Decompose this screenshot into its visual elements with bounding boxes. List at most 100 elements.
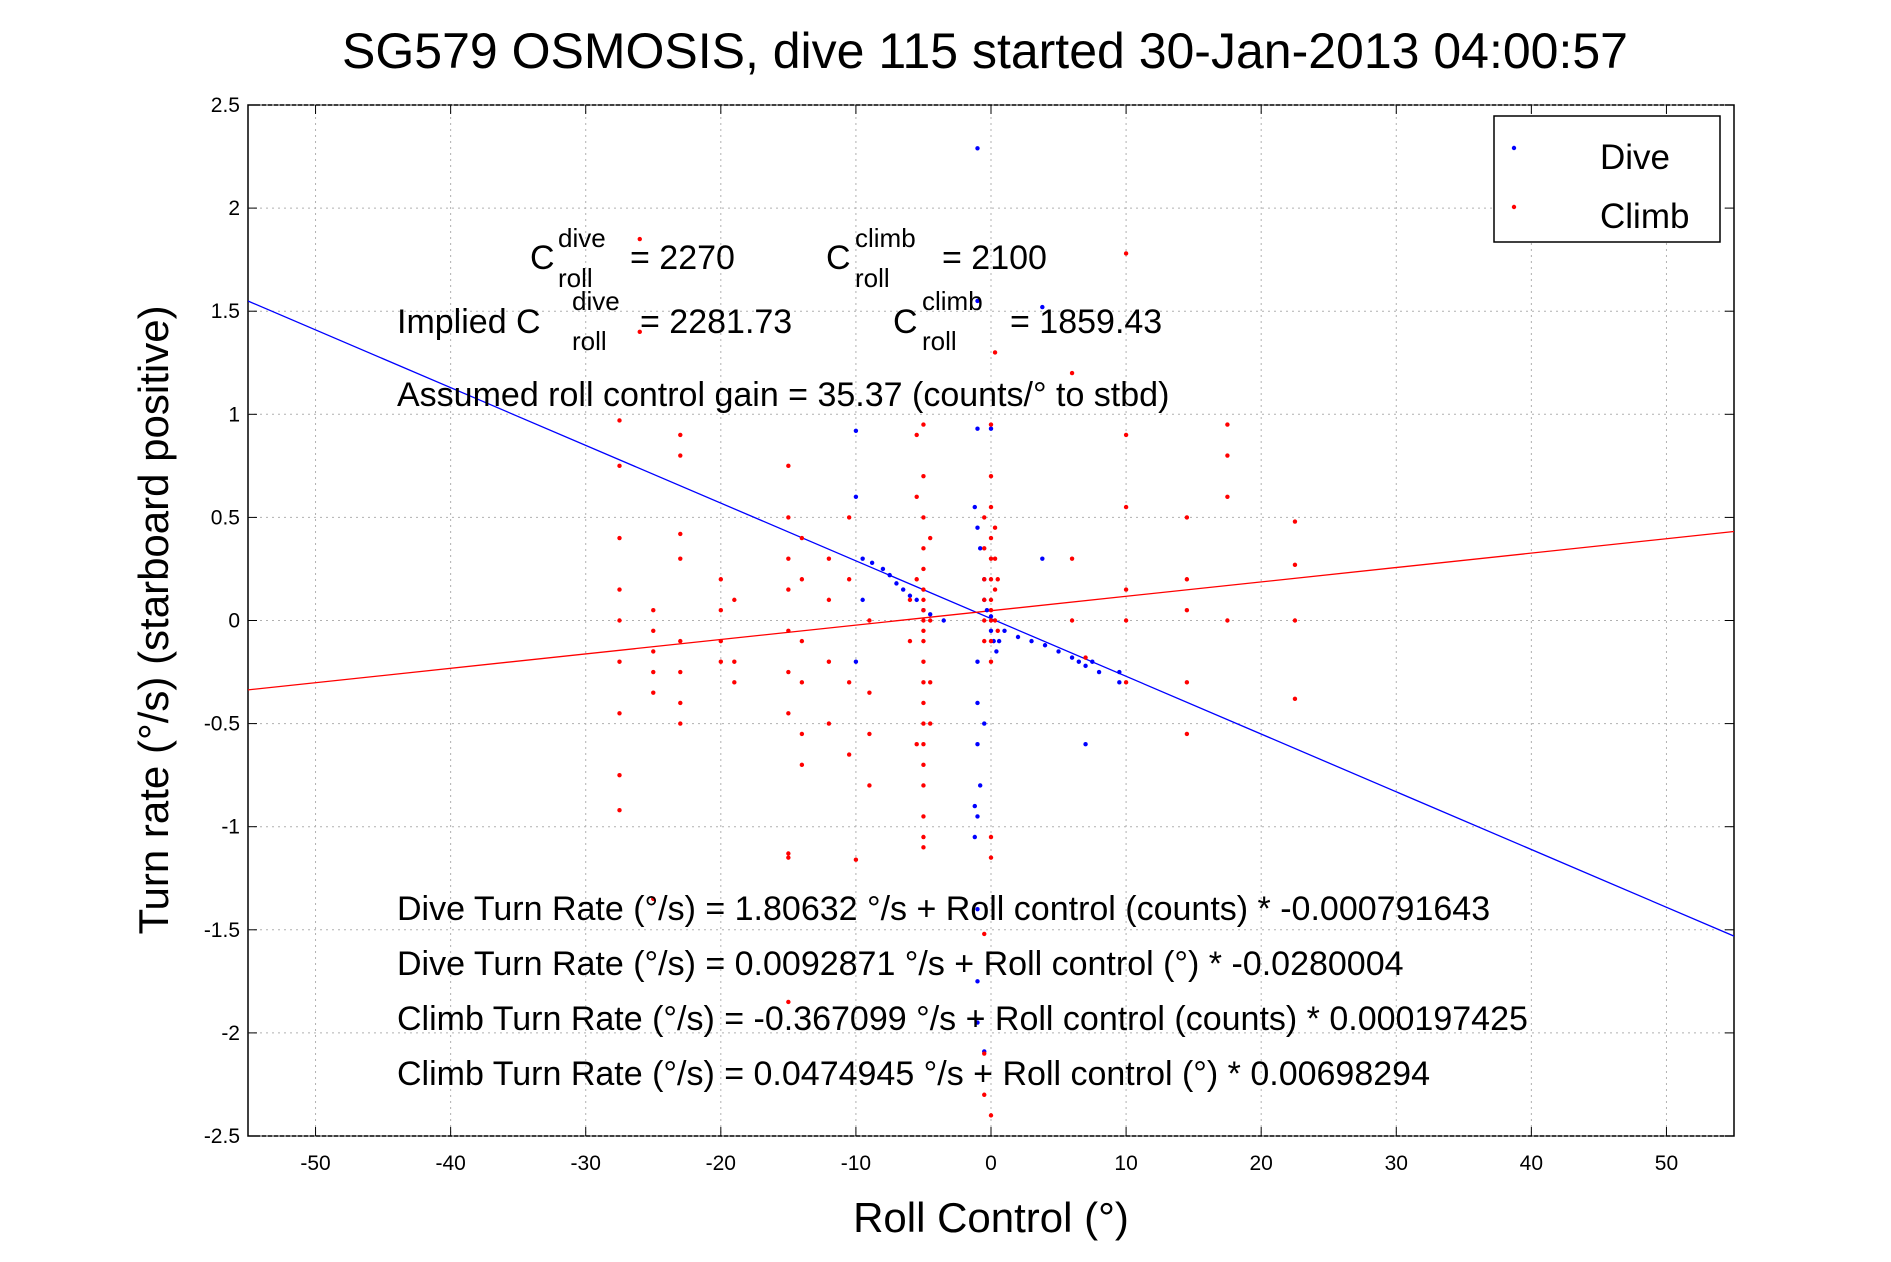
dive-point <box>1096 669 1102 675</box>
y-tick-label: -2 <box>221 1022 240 1045</box>
climb-point <box>1123 618 1129 623</box>
climb-point <box>617 808 622 813</box>
climb-point <box>678 453 683 458</box>
climb-point <box>846 680 852 685</box>
climb-point <box>921 566 926 572</box>
climb-point <box>988 855 994 860</box>
climb-point <box>992 525 998 530</box>
climb-point <box>921 721 926 726</box>
climb-point <box>1292 618 1298 623</box>
dive-point <box>975 700 980 706</box>
climb-point <box>921 587 926 592</box>
climb-point <box>1225 453 1230 458</box>
climb-point <box>678 531 683 537</box>
climb-point <box>1123 504 1129 510</box>
dive-point <box>977 783 983 788</box>
dive-point <box>853 659 859 664</box>
dive-point <box>860 556 865 561</box>
climb-point <box>846 515 852 520</box>
climb-point <box>921 473 926 479</box>
annotation-eq-climb-deg: Climb Turn Rate (°/s) = 0.0474945 °/s + … <box>397 1055 1430 1093</box>
climb-point <box>846 752 852 757</box>
climb-point <box>921 814 926 819</box>
implied-prefix: Implied C <box>397 303 541 341</box>
y-tick-label: -2.5 <box>204 1125 240 1148</box>
climb-point <box>1225 422 1230 427</box>
c-roll-dive-sup: dive <box>558 223 606 253</box>
dive-point <box>975 426 980 431</box>
dive-point <box>1076 659 1082 664</box>
climb-point <box>651 607 656 613</box>
climb-point <box>921 783 926 788</box>
climb-point <box>786 669 791 675</box>
dive-point <box>887 572 892 578</box>
climb-point <box>982 546 987 551</box>
climb-point <box>678 669 683 675</box>
climb-point <box>1184 731 1190 737</box>
climb-point <box>799 638 805 644</box>
climb-point <box>678 700 683 706</box>
implied-climb-sup: climb <box>922 286 983 316</box>
x-tick-label: 0 <box>985 1152 997 1175</box>
climb-point <box>982 515 987 520</box>
dive-point <box>928 612 933 617</box>
climb-point <box>992 350 998 355</box>
climb-point <box>921 546 926 551</box>
legend-dive-label: Dive <box>1600 138 1670 177</box>
x-tick-label: -20 <box>706 1152 736 1175</box>
dive-point <box>975 525 980 530</box>
climb-point <box>617 418 622 423</box>
climb-point <box>651 690 656 695</box>
climb-point <box>786 711 791 716</box>
x-tick-label: 50 <box>1655 1152 1678 1175</box>
climb-point <box>1292 519 1298 524</box>
climb-point <box>617 772 622 778</box>
climb-point <box>988 1113 994 1118</box>
climb-point <box>718 638 724 644</box>
dive-point <box>880 566 886 572</box>
climb-point <box>992 587 998 592</box>
climb-point <box>678 638 683 644</box>
climb-point <box>921 515 926 520</box>
climb-point <box>617 659 622 664</box>
x-tick-label: -40 <box>435 1152 465 1175</box>
climb-point <box>1123 680 1129 685</box>
climb-point <box>921 845 926 850</box>
dive-point <box>975 742 980 747</box>
climb-point <box>1292 562 1298 568</box>
annotation-eq-dive-deg: Dive Turn Rate (°/s) = 0.0092871 °/s + R… <box>397 945 1404 983</box>
dive-point <box>1015 634 1021 640</box>
climb-point <box>982 618 987 623</box>
climb-point <box>799 762 805 768</box>
climb-point <box>786 851 791 856</box>
climb-point <box>826 659 832 664</box>
x-axis-label: Roll Control (°) <box>853 1194 1129 1241</box>
climb-point <box>651 669 656 675</box>
c-roll-climb-sub: roll <box>855 263 890 293</box>
dive-point <box>975 298 980 304</box>
climb-point <box>1225 618 1230 623</box>
climb-point <box>651 649 656 654</box>
climb-point <box>914 432 919 438</box>
x-tick-label: -10 <box>841 1152 871 1175</box>
implied-climb-label: C <box>893 303 918 341</box>
climb-point <box>637 329 642 335</box>
climb-point <box>928 535 933 541</box>
y-tick-label: -0.5 <box>204 713 240 736</box>
climb-point <box>921 700 926 706</box>
climb-point <box>732 659 737 664</box>
climb-point <box>1184 515 1190 520</box>
climb-point <box>786 463 791 469</box>
climb-point <box>982 1092 987 1097</box>
climb-point <box>786 515 791 520</box>
climb-point <box>718 607 724 613</box>
dive-point <box>984 607 990 613</box>
climb-point <box>637 236 642 242</box>
climb-series <box>617 236 1298 1118</box>
climb-point <box>846 577 852 582</box>
climb-point <box>1225 494 1230 499</box>
climb-point <box>826 556 832 561</box>
dive-point <box>1083 742 1088 747</box>
x-tick-label: 20 <box>1250 1152 1273 1175</box>
